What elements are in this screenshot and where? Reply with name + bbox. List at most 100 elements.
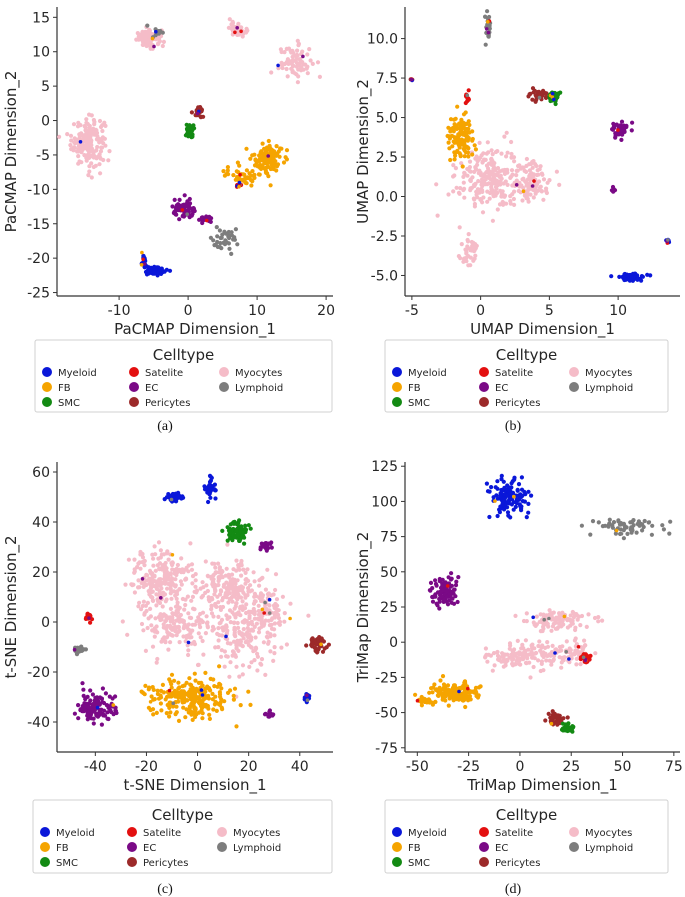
point-fb bbox=[183, 715, 188, 720]
point-satelite bbox=[445, 584, 450, 588]
point-myocytes bbox=[216, 578, 221, 584]
point-myocytes bbox=[458, 186, 463, 191]
point-myocytes bbox=[198, 625, 203, 630]
point-ec bbox=[437, 606, 442, 611]
point-myocytes bbox=[570, 621, 575, 626]
point-myocytes bbox=[175, 610, 180, 615]
point-fb bbox=[212, 684, 217, 689]
point-myocytes bbox=[495, 653, 501, 659]
point-fb bbox=[462, 154, 467, 159]
point-myocytes bbox=[136, 585, 141, 590]
point-myocytes bbox=[222, 664, 227, 669]
point-ec bbox=[100, 686, 105, 691]
y-tick-label: 60 bbox=[32, 465, 50, 481]
point-ec bbox=[263, 544, 269, 549]
point-myocytes bbox=[143, 648, 148, 654]
point-myeloid bbox=[95, 705, 100, 710]
point-ec bbox=[440, 583, 445, 589]
point-smc bbox=[553, 101, 558, 107]
y-tick-label: -50 bbox=[375, 706, 398, 722]
point-myocytes bbox=[161, 39, 166, 45]
point-myocytes bbox=[76, 147, 81, 152]
point-lymphoid bbox=[564, 650, 568, 654]
x-tick-label: -25 bbox=[457, 759, 480, 775]
point-myocytes bbox=[224, 624, 229, 630]
point-myocytes bbox=[573, 625, 578, 630]
point-ec bbox=[432, 594, 437, 599]
point-satelite bbox=[204, 218, 209, 223]
point-myocytes bbox=[545, 180, 550, 185]
point-myocytes bbox=[125, 632, 130, 637]
point-fb bbox=[148, 707, 153, 713]
legend-marker-fb bbox=[392, 382, 402, 392]
point-myocytes bbox=[288, 59, 293, 64]
point-myocytes bbox=[136, 578, 141, 583]
point-fb bbox=[208, 688, 213, 693]
point-ec bbox=[484, 27, 489, 31]
point-fb bbox=[413, 692, 418, 697]
point-fb bbox=[213, 699, 218, 704]
legend: Celltype Myeloid FB SMC Satelite EC Pericytes M… bbox=[32, 799, 333, 874]
point-satelite bbox=[466, 88, 471, 93]
point-myocytes bbox=[77, 136, 82, 141]
point-myocytes bbox=[481, 173, 487, 178]
point-myocytes bbox=[181, 634, 186, 639]
point-myocytes bbox=[218, 607, 223, 613]
point-myocytes bbox=[99, 145, 104, 150]
point-myocytes bbox=[84, 117, 89, 122]
y-tick-label: 0 bbox=[389, 635, 398, 651]
legend: Celltype Myeloid FB SMC Satelite EC Pericytes M… bbox=[34, 339, 333, 413]
point-myocytes bbox=[247, 615, 252, 621]
point-fb bbox=[155, 691, 160, 697]
point-myocytes bbox=[461, 259, 466, 264]
legend-label-myeloid: Myeloid bbox=[56, 828, 95, 839]
point-fb bbox=[259, 158, 264, 163]
point-myocytes bbox=[145, 600, 150, 606]
point-lymphoid bbox=[486, 34, 491, 39]
point-lymphoid bbox=[611, 520, 617, 525]
point-ec bbox=[86, 713, 91, 719]
point-myocytes bbox=[206, 574, 211, 579]
point-myocytes bbox=[158, 548, 163, 553]
legend-marker-pericytes bbox=[479, 397, 489, 407]
point-fb bbox=[207, 716, 212, 722]
point-ec bbox=[113, 694, 118, 699]
point-myocytes bbox=[574, 656, 579, 662]
legend-label-pericytes: Pericytes bbox=[145, 398, 190, 409]
point-myocytes bbox=[537, 639, 542, 644]
point-myocytes bbox=[219, 568, 224, 573]
point-myocytes bbox=[586, 612, 591, 617]
point-pericytes bbox=[189, 110, 194, 115]
point-myocytes bbox=[553, 617, 559, 622]
point-fb bbox=[468, 697, 473, 702]
x-tick-label: 0 bbox=[476, 303, 485, 319]
point-fb bbox=[283, 155, 288, 160]
point-myocytes bbox=[152, 574, 157, 579]
point-myocytes bbox=[204, 583, 209, 588]
y-tick-label: 75 bbox=[380, 530, 398, 546]
point-myocytes bbox=[215, 594, 220, 599]
point-myocytes bbox=[498, 173, 503, 178]
point-myocytes bbox=[524, 183, 529, 188]
y-tick-label: 15 bbox=[32, 10, 50, 26]
point-myocytes bbox=[457, 191, 462, 196]
point-myocytes bbox=[76, 154, 81, 159]
point-ec bbox=[105, 716, 110, 721]
legend-marker-satelite bbox=[479, 367, 489, 377]
point-myocytes bbox=[252, 579, 257, 584]
point-myocytes bbox=[168, 640, 173, 645]
point-myocytes bbox=[89, 161, 94, 166]
point-fb bbox=[458, 152, 463, 157]
point-pericytes bbox=[550, 715, 555, 720]
point-fb bbox=[466, 154, 471, 159]
point-myeloid bbox=[502, 485, 507, 490]
point-ec bbox=[583, 658, 588, 663]
point-fb bbox=[168, 710, 173, 715]
point-pericytes bbox=[532, 88, 537, 93]
point-myocytes bbox=[478, 170, 483, 175]
point-myocytes bbox=[190, 574, 196, 579]
point-myocytes bbox=[476, 188, 481, 193]
point-myocytes bbox=[145, 573, 150, 578]
point-myocytes bbox=[523, 660, 529, 666]
point-myocytes bbox=[557, 611, 562, 616]
